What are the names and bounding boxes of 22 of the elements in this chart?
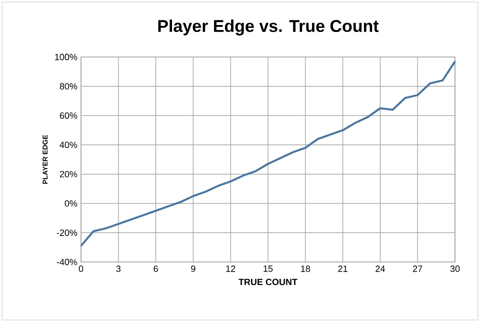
x-tick-label: 12: [226, 266, 236, 272]
x-tick-label: 9: [191, 266, 196, 272]
y-tick-label: -40%: [56, 258, 78, 266]
chart-title: Player Edge vs. True Count: [158, 20, 379, 36]
x-tick-label: 21: [338, 266, 348, 272]
x-tick-label: 27: [413, 266, 422, 272]
y-tick-label: -20%: [56, 230, 78, 236]
y-tick-label: 20%: [60, 170, 78, 178]
x-tick-label: 15: [264, 266, 273, 272]
y-tick-label: 80%: [60, 83, 78, 90]
y-tick-label: 60%: [60, 112, 78, 119]
x-tick-label: 24: [376, 266, 385, 272]
y-tick-label: 0%: [64, 200, 78, 207]
y-tick-label: 100%: [55, 54, 78, 60]
x-tick-label: 18: [301, 266, 310, 272]
x-tick-label: 0: [78, 266, 84, 272]
x-axis-title: TRUE COUNT: [238, 278, 298, 286]
x-tick-label: 30: [450, 266, 460, 272]
x-tick-label: 3: [116, 266, 121, 272]
line-series: [80, 60, 456, 247]
y-tick-label: 40%: [60, 142, 78, 148]
x-tick-label: 6: [154, 266, 158, 272]
